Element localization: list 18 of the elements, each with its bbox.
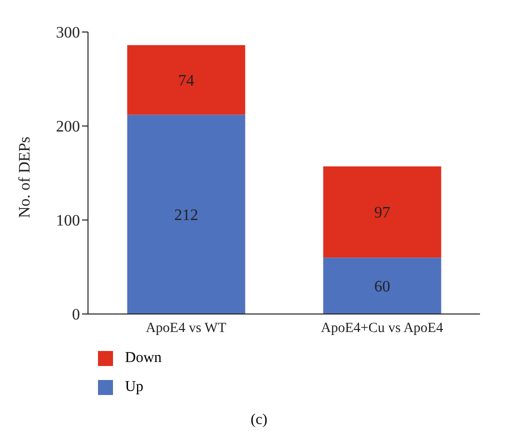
data-label: 60	[374, 278, 390, 296]
x-tick-label: ApoE4+Cu vs ApoE4	[320, 320, 444, 336]
text: (c)	[250, 412, 268, 429]
y-axis-title: No. of DEPs	[16, 136, 34, 218]
y-tick-label: 0	[72, 306, 80, 324]
bar	[127, 114, 246, 314]
data-label: 74	[178, 72, 194, 90]
legend-label: Up	[125, 379, 144, 396]
bar	[127, 45, 246, 115]
bar	[323, 166, 442, 258]
y-tick-label: 300	[56, 24, 80, 42]
x-tick-label: ApoE4 vs WT	[146, 320, 227, 336]
data-label: 212	[174, 207, 198, 224]
data-label: 97	[374, 204, 390, 222]
y-tick-label: 200	[56, 118, 80, 136]
y-tick-label: 100	[56, 212, 80, 230]
legend-label: Down	[125, 350, 162, 367]
bar	[323, 258, 442, 314]
